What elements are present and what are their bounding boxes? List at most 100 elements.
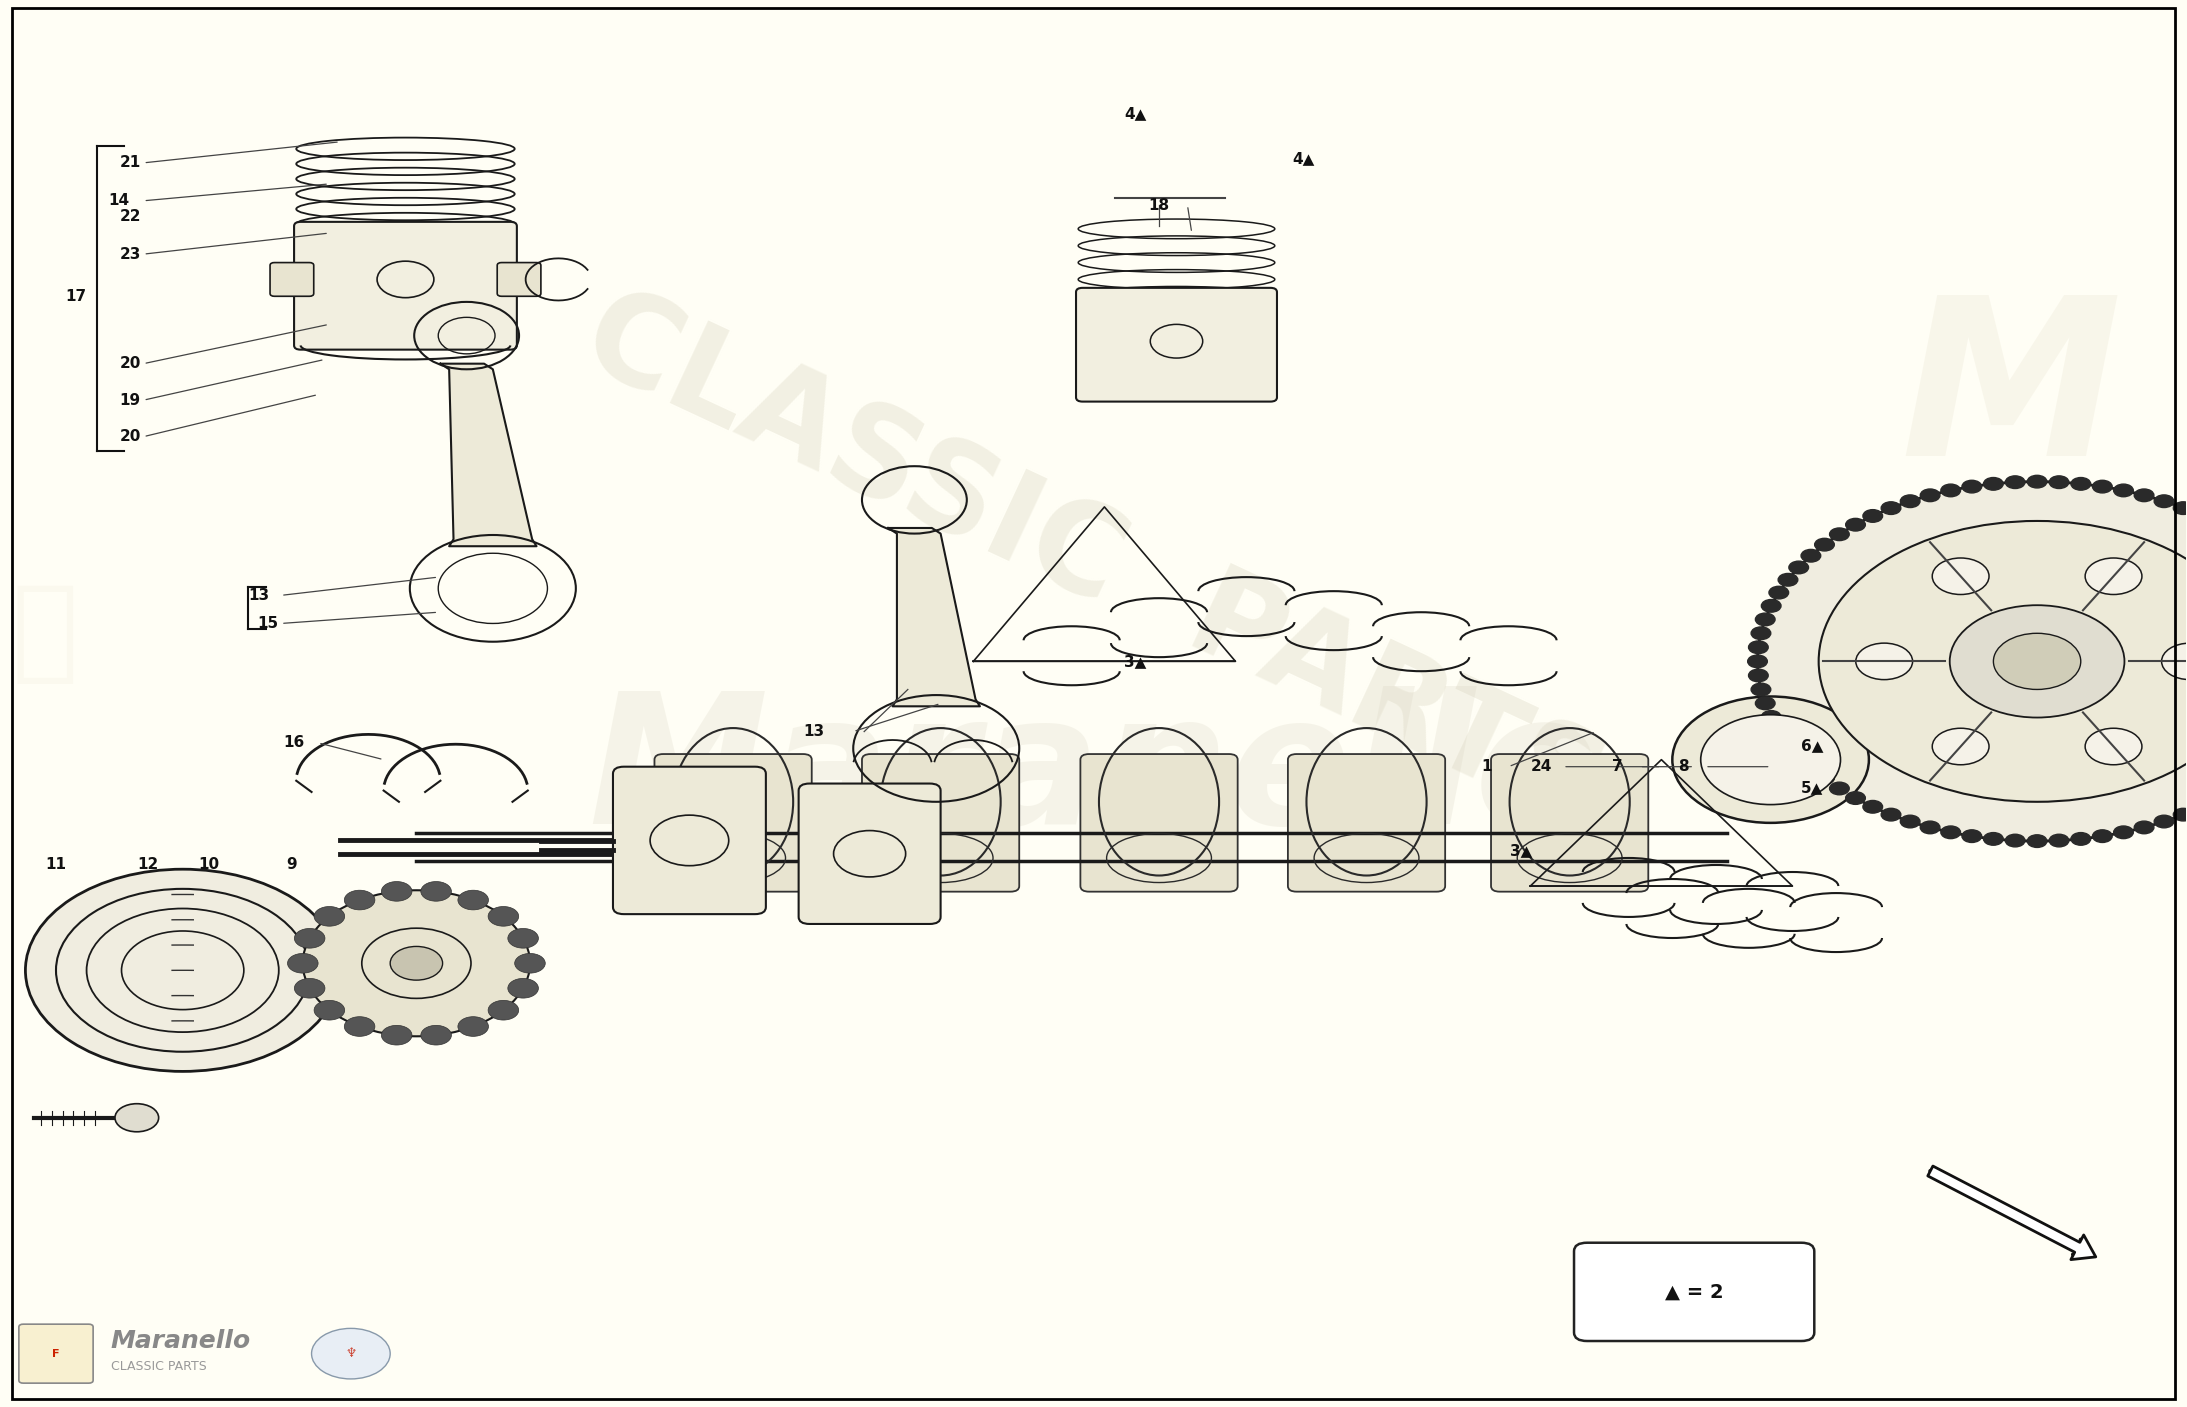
Polygon shape [888,528,980,706]
Text: 7: 7 [1612,760,1623,774]
Circle shape [1789,749,1809,761]
Text: 21: 21 [120,155,140,170]
Circle shape [1769,723,1789,736]
Circle shape [2113,484,2132,497]
Circle shape [1933,729,1988,765]
Text: 6▲: 6▲ [1800,739,1824,753]
Circle shape [1761,599,1780,612]
Circle shape [311,1328,389,1379]
FancyBboxPatch shape [798,784,940,924]
Text: 18: 18 [1148,197,1170,212]
Circle shape [1756,613,1776,626]
Circle shape [488,906,518,926]
Circle shape [1920,822,1940,834]
Circle shape [315,1000,346,1020]
Circle shape [488,1000,518,1020]
Circle shape [2174,502,2187,515]
Circle shape [1962,480,1981,492]
Circle shape [1962,830,1981,843]
Circle shape [2135,490,2154,502]
Circle shape [2084,729,2141,765]
Text: 3▲: 3▲ [1124,654,1146,668]
Circle shape [2049,476,2069,488]
Circle shape [2154,815,2174,827]
Circle shape [1992,633,2080,689]
Text: 20: 20 [120,429,140,445]
Circle shape [514,954,545,974]
Text: ▲ = 2: ▲ = 2 [1664,1282,1723,1301]
Circle shape [302,891,529,1037]
Text: 16: 16 [284,736,304,750]
Circle shape [2161,643,2187,680]
Circle shape [2071,477,2091,490]
Circle shape [26,870,339,1071]
Circle shape [1940,484,1960,497]
FancyBboxPatch shape [1288,754,1446,892]
Circle shape [2135,822,2154,834]
Circle shape [420,882,451,902]
Text: M: M [1901,287,2121,501]
Circle shape [286,954,317,974]
Circle shape [1752,684,1771,696]
Text: 12: 12 [138,857,157,872]
Circle shape [1984,477,2003,490]
Circle shape [1881,502,1901,515]
Circle shape [1750,642,1769,654]
Circle shape [2154,495,2174,508]
Circle shape [381,882,411,902]
Circle shape [116,1103,160,1131]
FancyBboxPatch shape [654,754,811,892]
Circle shape [1901,495,1920,508]
Circle shape [315,906,346,926]
Text: 11: 11 [46,857,66,872]
Circle shape [1769,587,1789,599]
Circle shape [420,1026,451,1045]
Circle shape [1750,670,1769,682]
Circle shape [343,1017,374,1037]
FancyBboxPatch shape [269,263,313,297]
Text: 22: 22 [120,208,140,224]
Circle shape [1831,782,1850,795]
Circle shape [389,947,442,981]
FancyArrowPatch shape [1927,1166,2095,1259]
Text: 20: 20 [120,356,140,371]
Circle shape [295,978,326,998]
FancyBboxPatch shape [862,754,1019,892]
Circle shape [1815,772,1835,785]
Circle shape [2093,480,2113,492]
Text: 4▲: 4▲ [1293,151,1314,166]
Circle shape [1789,561,1809,574]
Text: CLASSIC PARTS: CLASSIC PARTS [112,1359,206,1373]
FancyBboxPatch shape [1076,288,1277,401]
Circle shape [1863,801,1883,813]
Text: 14: 14 [109,193,129,208]
Text: F: F [52,1349,59,1359]
Circle shape [2027,476,2047,488]
Text: 24: 24 [1531,760,1553,774]
Circle shape [2027,834,2047,847]
Circle shape [507,978,538,998]
Circle shape [1815,539,1835,552]
Polygon shape [440,363,536,546]
Circle shape [295,929,326,948]
Circle shape [1701,715,1841,805]
Text: 3▲: 3▲ [1511,843,1533,858]
Text: 15: 15 [258,616,278,630]
Circle shape [1802,549,1822,561]
Text: 5▲: 5▲ [1800,781,1824,795]
FancyBboxPatch shape [1575,1242,1815,1341]
Text: CLASSIC  PARTS: CLASSIC PARTS [564,273,1623,853]
FancyBboxPatch shape [612,767,765,915]
FancyBboxPatch shape [496,263,540,297]
Circle shape [1673,696,1870,823]
Circle shape [1951,605,2124,718]
Circle shape [2049,834,2069,847]
Circle shape [2005,834,2025,847]
Text: 10: 10 [199,857,219,872]
FancyBboxPatch shape [1080,754,1238,892]
Circle shape [1758,481,2187,841]
Text: 13: 13 [249,588,269,602]
Circle shape [2005,476,2025,488]
Circle shape [2071,833,2091,846]
Text: 8: 8 [1677,760,1688,774]
